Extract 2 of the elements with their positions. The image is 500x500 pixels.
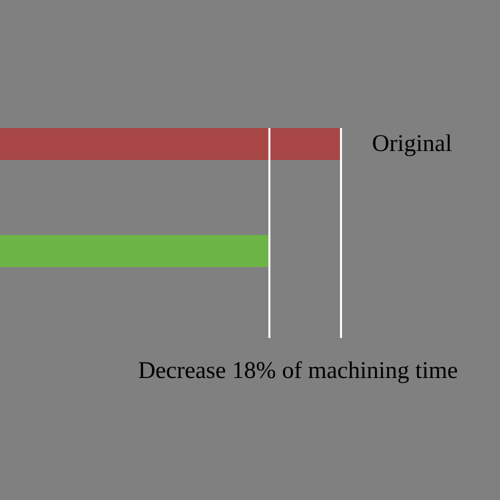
y-tick-label: Original <box>372 131 452 157</box>
text: Decrease 18% of machining time <box>138 358 458 384</box>
